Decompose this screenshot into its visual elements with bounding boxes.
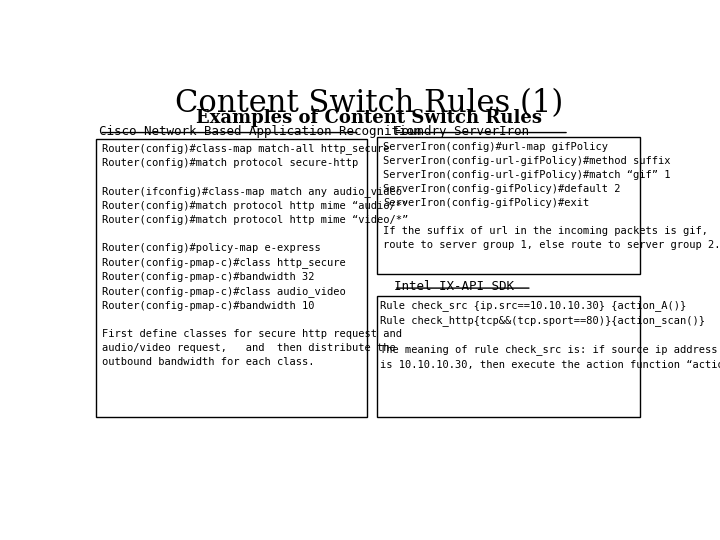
Text: ServerIron(config)#url-map gifPolicy
ServerIron(config-url-gifPolicy)#method suf: ServerIron(config)#url-map gifPolicy Ser… (383, 142, 720, 250)
Text: Router(config)#class-map match-all http_secure
Router(config)#match protocol sec: Router(config)#class-map match-all http_… (102, 143, 409, 367)
Text: Cisco Network Based Application Recognition: Cisco Network Based Application Recognit… (99, 125, 422, 138)
FancyBboxPatch shape (377, 296, 640, 417)
Text: Foundry ServerIron: Foundry ServerIron (394, 125, 528, 138)
Text: Content Switch Rules (1): Content Switch Rules (1) (175, 88, 563, 119)
Text: Examples of Content Switch Rules: Examples of Content Switch Rules (196, 109, 542, 127)
Text: Rule check_src {ip.src==10.10.10.30} {action_A()}
Rule check_http{tcp&&(tcp.spor: Rule check_src {ip.src==10.10.10.30} {ac… (380, 300, 720, 370)
FancyBboxPatch shape (96, 139, 367, 417)
Text: Intel IX-API SDK: Intel IX-API SDK (394, 280, 514, 293)
FancyBboxPatch shape (377, 137, 640, 274)
